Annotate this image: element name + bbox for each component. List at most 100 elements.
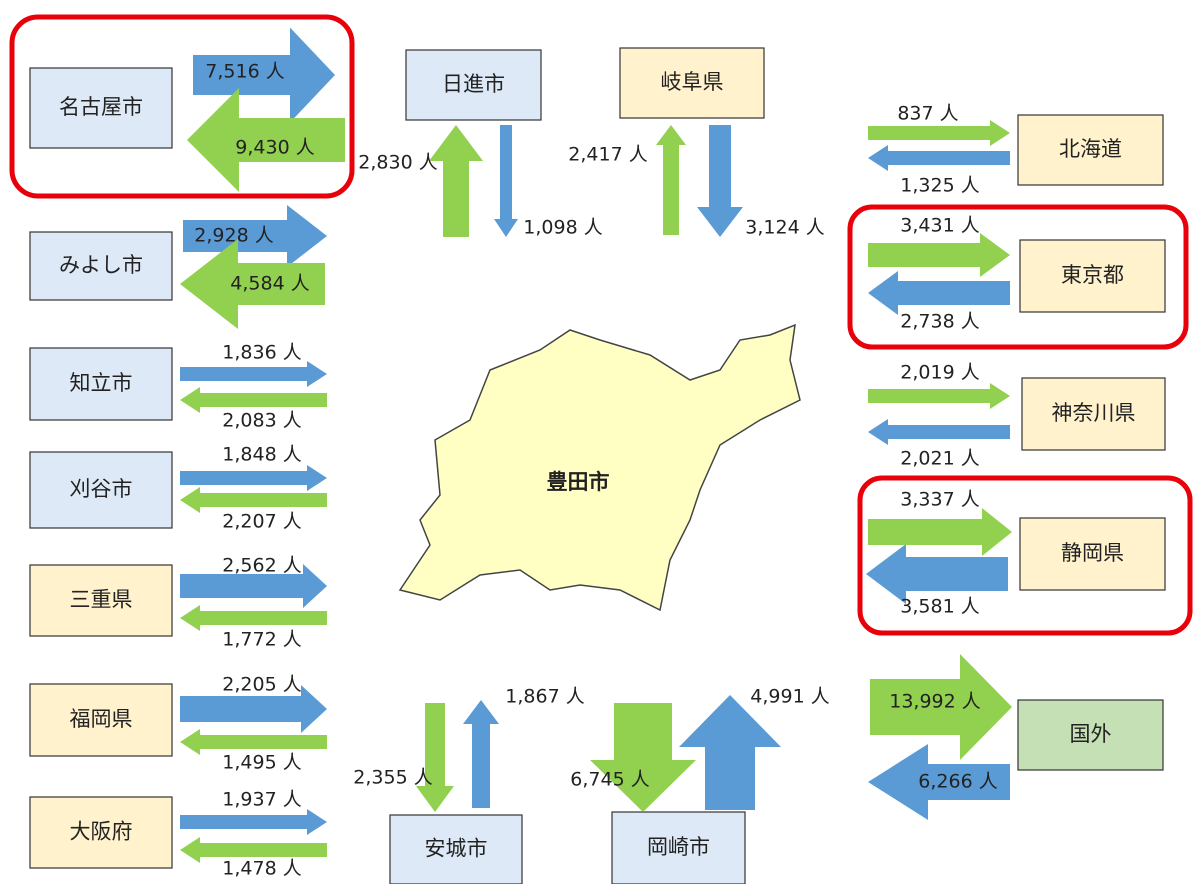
- inflow-label: 2,928 人: [194, 225, 273, 247]
- flow-arrow: [180, 239, 325, 329]
- outflow-label: 2,019 人: [900, 362, 979, 384]
- outflow-label: 6,745 人: [570, 769, 649, 791]
- flow-arrow: [868, 419, 1010, 445]
- node-box: [405, 49, 542, 121]
- node-label: 安城市: [425, 837, 488, 861]
- flow-arrow: [494, 125, 518, 237]
- flow-arrow: [193, 27, 335, 123]
- inflow-label: 2,562 人: [222, 555, 301, 577]
- toyota-map: [398, 323, 801, 612]
- inflow-label: 3,124 人: [745, 217, 824, 239]
- node-label: 大阪府: [70, 820, 133, 844]
- flow-arrow: [180, 387, 327, 413]
- node-box: [619, 47, 765, 119]
- flow-arrow: [590, 703, 696, 812]
- outflow-label: 2,083 人: [222, 410, 301, 432]
- node-label: 名古屋市: [59, 95, 143, 119]
- inflow-label: 1,867 人: [505, 686, 584, 708]
- flow-arrow: [870, 654, 1012, 760]
- inflow-label: 2,738 人: [900, 311, 979, 333]
- node-box: [29, 231, 173, 301]
- flow-arrow: [180, 361, 327, 387]
- flow-arrow: [187, 88, 345, 192]
- node-label: 東京都: [1061, 263, 1124, 287]
- outflow-label: 837 人: [897, 103, 958, 125]
- node-label: 刈谷市: [70, 477, 133, 501]
- node-label: 国外: [1070, 722, 1112, 746]
- node-label: 岐阜県: [661, 70, 724, 94]
- flow-arrow: [868, 744, 1010, 820]
- flow-arrow: [868, 508, 1012, 556]
- inflow-label: 4,991 人: [750, 686, 829, 708]
- outflow-label: 1,478 人: [222, 858, 301, 880]
- node-label: 岡崎市: [647, 835, 710, 859]
- outflow-label: 2,417 人: [568, 144, 647, 166]
- highlight: [847, 204, 1189, 350]
- flow-arrow: [463, 700, 499, 808]
- node-label: 日進市: [442, 72, 505, 96]
- flow-arrow: [656, 125, 686, 235]
- center-label: 豊田市: [547, 470, 610, 494]
- flow-arrow: [868, 145, 1010, 171]
- node-box: [1019, 517, 1166, 591]
- node-box: [1019, 239, 1166, 313]
- inflow-label: 1,937 人: [222, 789, 301, 811]
- flow-arrow: [679, 695, 781, 810]
- outflow-label: 13,992 人: [889, 691, 981, 713]
- outflow-label: 2,207 人: [222, 511, 301, 533]
- node-box: [29, 564, 173, 637]
- outflow-label: 1,495 人: [222, 752, 301, 774]
- inflow-label: 2,021 人: [900, 448, 979, 470]
- flow-arrow: [868, 233, 1010, 277]
- flow-arrow: [180, 487, 327, 513]
- outflow-label: 2,355 人: [353, 767, 432, 789]
- node-box: [1021, 377, 1166, 451]
- outflow-label: 4,584 人: [230, 273, 309, 295]
- flow-arrow: [180, 465, 327, 491]
- node-box: [1017, 699, 1164, 771]
- outflow-label: 9,430 人: [235, 137, 314, 159]
- node-box: [611, 811, 746, 884]
- node-box: [1017, 114, 1164, 186]
- inflow-label: 3,581 人: [900, 596, 979, 618]
- outflow-label: 1,772 人: [222, 629, 301, 651]
- node-box: [389, 814, 523, 884]
- inflow-label: 7,516 人: [205, 61, 284, 83]
- flow-arrow: [180, 837, 327, 863]
- highlight: [9, 14, 355, 199]
- outflow-label: 2,830 人: [358, 152, 437, 174]
- node-box: [29, 451, 173, 529]
- flow-arrow: [180, 809, 327, 835]
- flow-arrow: [183, 205, 327, 267]
- flow-arrow: [429, 125, 483, 237]
- node-box: [29, 683, 173, 757]
- inflow-label: 6,266 人: [918, 771, 997, 793]
- inflow-label: 1,848 人: [222, 444, 301, 466]
- inflow-label: 1,836 人: [222, 342, 301, 364]
- flow-arrow: [866, 544, 1008, 604]
- flow-arrow: [868, 383, 1010, 409]
- node-label: 福岡県: [70, 707, 133, 731]
- inflow-label: 1,098 人: [523, 217, 602, 239]
- node-box: [29, 796, 173, 869]
- flow-arrow: [868, 271, 1010, 315]
- node-label: 三重県: [70, 588, 133, 612]
- highlight: [857, 475, 1193, 636]
- inflow-label: 1,325 人: [900, 175, 979, 197]
- inflow-label: 2,205 人: [222, 674, 301, 696]
- node-label: みよし市: [59, 253, 143, 277]
- node-label: 北海道: [1059, 137, 1122, 161]
- node-label: 知立市: [70, 371, 133, 395]
- flow-arrow: [180, 605, 327, 631]
- flow-arrow: [416, 703, 454, 812]
- outflow-label: 3,431 人: [900, 215, 979, 237]
- node-label: 静岡県: [1061, 541, 1124, 565]
- node-box: [29, 347, 173, 421]
- flow-arrow: [180, 564, 327, 608]
- outflow-label: 3,337 人: [900, 489, 979, 511]
- flow-arrow: [180, 685, 327, 733]
- flow-arrow: [868, 120, 1010, 146]
- flow-arrow: [180, 729, 327, 755]
- flow-arrow: [697, 125, 743, 237]
